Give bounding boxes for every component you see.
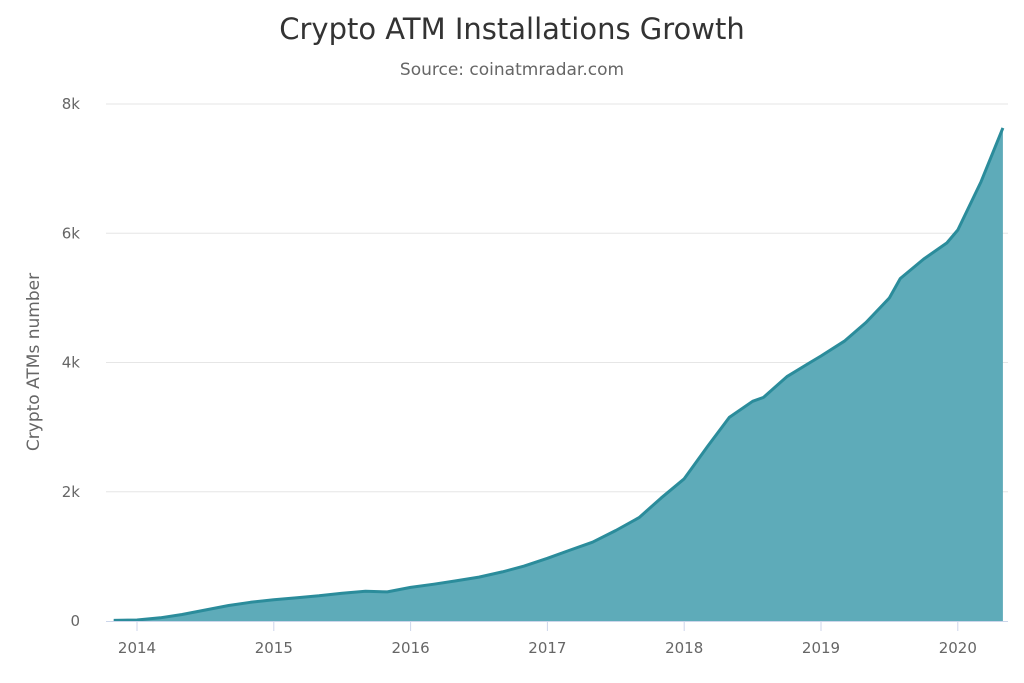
chart-title: Crypto ATM Installations Growth bbox=[279, 12, 745, 46]
x-tick-label: 2014 bbox=[118, 639, 156, 657]
x-tick-label: 2019 bbox=[802, 639, 840, 657]
y-tick-label: 2k bbox=[62, 483, 81, 501]
area-series[interactable] bbox=[113, 127, 1003, 622]
x-tick-label: 2015 bbox=[255, 639, 293, 657]
line-series[interactable] bbox=[113, 127, 1005, 622]
y-tick-label: 4k bbox=[62, 354, 81, 372]
y-tick-label: 8k bbox=[62, 95, 81, 113]
x-tick-label: 2017 bbox=[528, 639, 566, 657]
y-tick-label: 0 bbox=[70, 612, 80, 630]
x-tick-label: 2018 bbox=[665, 639, 703, 657]
y-tick-label: 6k bbox=[62, 224, 81, 242]
x-tick-label: 2020 bbox=[939, 639, 977, 657]
x-axis-ticks: 2014 2015 2016 2017 2018 2019 2020 bbox=[118, 621, 977, 657]
y-axis-ticks: 0 2k 4k 6k 8k bbox=[62, 95, 81, 630]
x-tick-label: 2016 bbox=[392, 639, 430, 657]
chart-subtitle: Source: coinatmradar.com bbox=[399, 60, 625, 80]
